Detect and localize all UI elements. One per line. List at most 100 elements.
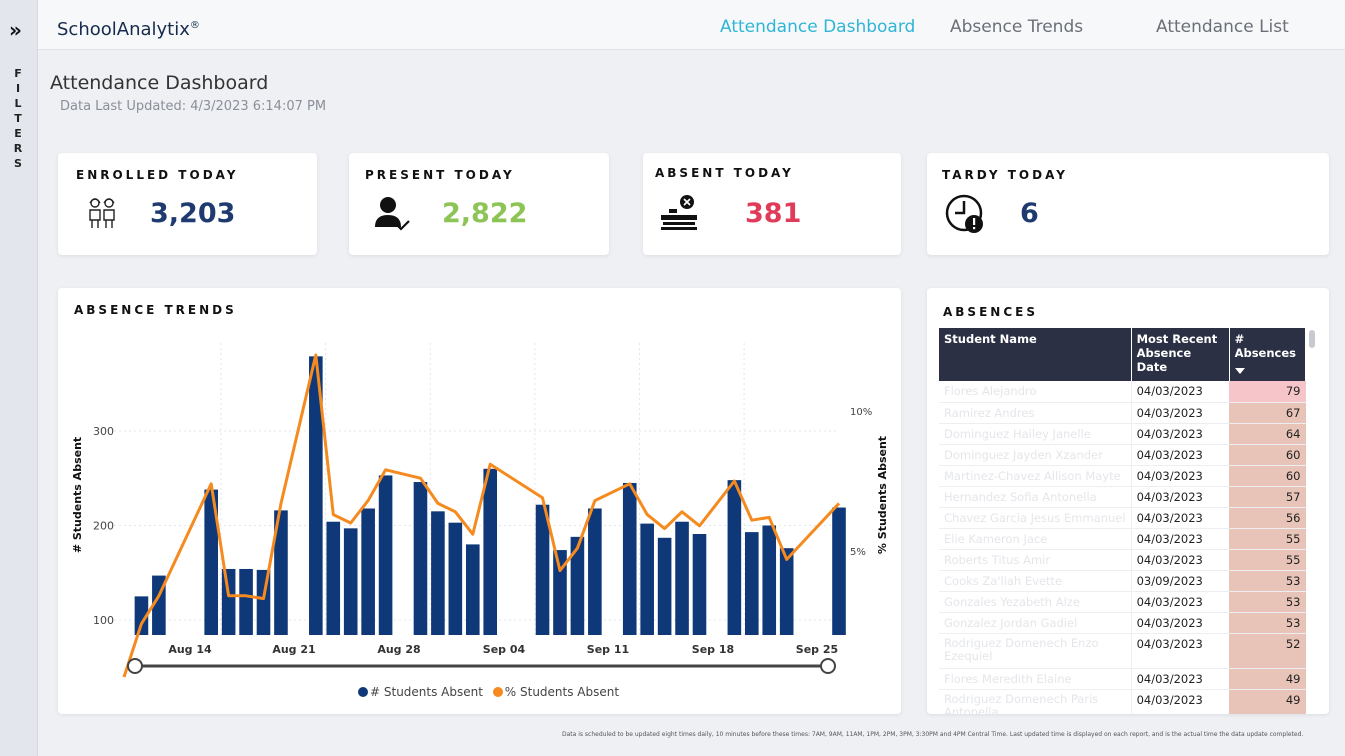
kpi-label: ENROLLED TODAY [76,168,239,182]
absence-trends-panel: ABSENCE TRENDS 100 200 300 10% 5% # Students … [58,288,901,714]
legend-item-percent[interactable]: % Students Absent [492,685,619,699]
table-row[interactable]: Gonzalez Jordan Gadiel 04/03/2023 53 [939,612,1306,634]
page-title: Attendance Dashboard [50,72,269,94]
kpi-card-enrolled: ENROLLED TODAY 3,203 [58,153,317,255]
cell-student-name: Gonzalez Jordan Gadiel [939,612,1132,634]
cell-absence-date: 04/03/2023 [1130,381,1230,403]
cell-absence-date: 04/03/2023 [1130,549,1230,571]
students-icon [89,198,115,228]
cell-absence-count: 53 [1229,591,1306,613]
cell-student-name: Ramirez Andres [939,402,1132,424]
column-header-recent-date[interactable]: Most Recent Absence Date [1131,328,1230,381]
chart-bar [378,475,393,635]
x-tick-label: Sep 04 [483,643,526,656]
table-row[interactable]: Rodriguez Domenech Enzo Ezequiel 04/03/20… [939,633,1306,669]
kpi-value-tardy: 6 [1020,198,1039,229]
chart-bar [204,489,218,635]
chart-bar [343,528,358,635]
table-scrollbar[interactable] [1309,330,1315,348]
kpi-label: PRESENT TODAY [365,168,515,182]
table-row[interactable]: Cooks Za'liah Evette 03/09/2023 53 [939,570,1306,592]
filters-label[interactable]: FILTERS [13,67,25,170]
tab-absence-trends[interactable]: Absence Trends [950,17,1084,37]
table-row[interactable]: Chavez Garcia Jesus Emmanuel 04/03/2023 56 [939,507,1306,529]
chart-bar [762,525,777,635]
percent-absent-line [122,353,841,678]
cell-absence-count: 55 [1229,549,1306,571]
filter-pane[interactable]: » FILTERS [0,0,38,756]
clock-alert-icon [945,194,983,233]
cell-absence-date: 04/03/2023 [1130,633,1230,669]
cell-absence-count: 57 [1229,486,1306,508]
chart-bar [745,532,759,635]
cell-absence-count: 60 [1229,444,1306,466]
chart-bar [570,536,585,635]
table-row[interactable]: Flores Alejandro 04/03/2023 79 [939,381,1306,403]
cell-student-name: Chavez Garcia Jesus Emmanuel [939,507,1132,529]
absences-panel: ABSENCES Student Name Most Recent Absenc… [927,288,1329,714]
kpi-value-absent: 381 [745,198,802,229]
column-header-absences[interactable]: # Absences [1229,328,1307,381]
legend-dot-count [358,687,368,697]
sort-desc-icon[interactable] [1234,368,1245,374]
table-row[interactable]: Martinez-Chavez Allison Mayte 04/03/2023 6… [939,465,1306,487]
x-tick-label: Aug 21 [272,643,315,656]
chart-bar [727,480,742,635]
kpi-value-present: 2,822 [442,198,528,229]
x-tick-label: Aug 14 [168,643,212,656]
table-row[interactable]: Hernandez Sofia Antonella 04/03/2023 57 [939,486,1306,508]
brand-logo: SchoolAnalytix® [57,19,200,40]
kpi-card-tardy: TARDY TODAY 6 [927,153,1329,255]
chart-bar [832,507,846,635]
table-row[interactable]: Roberts Titus Amir 04/03/2023 55 [939,549,1306,571]
chart-bar [134,596,149,635]
x-tick-label: Sep 25 [796,643,838,656]
kpi-card-absent: ABSENT TODAY 381 [643,153,901,255]
cell-student-name: Elie Kameron Jace [939,528,1132,550]
absence-trends-chart[interactable]: 100 200 300 10% 5% # Students Absent % Student… [58,288,901,714]
y-axis-title: # Students Absent [71,437,84,553]
table-row[interactable]: Gonzales Yezabeth Alze 04/03/2023 53 [939,591,1306,613]
column-header-student-name[interactable]: Student Name [939,328,1132,381]
top-nav-bar: SchoolAnalytix® Attendance Dashboard Abs… [38,0,1345,50]
tab-attendance-dashboard[interactable]: Attendance Dashboard [720,17,916,37]
cell-student-name: Rodriguez Domenech Paris Antonella [939,689,1132,714]
cell-absence-count: 79 [1229,381,1306,403]
slider-start-handle[interactable] [127,658,143,674]
chart-bar [413,482,428,635]
cell-absence-date: 04/03/2023 [1130,668,1230,690]
table-row[interactable]: Ramirez Andres 04/03/2023 67 [939,402,1306,424]
table-row[interactable]: Rodriguez Domenech Paris Antonella 04/03/… [939,689,1306,714]
chart-bar [326,521,341,635]
chart-bar [221,568,236,635]
cell-absence-count: 53 [1229,612,1306,634]
absences-table: Student Name Most Recent Absence Date # … [939,328,1307,714]
cell-absence-date: 04/03/2023 [1130,591,1230,613]
student-check-icon [375,197,410,231]
cell-student-name: Flores Alejandro [939,381,1132,403]
cell-student-name: Gonzales Yezabeth Alze [939,591,1132,613]
table-row[interactable]: Dominguez Jayden Xzander 04/03/2023 60 [939,444,1306,466]
expand-filters-icon[interactable]: » [9,18,22,42]
cell-student-name: Martinez-Chavez Allison Mayte [939,465,1132,487]
table-row[interactable]: Flores Meredith Elaine 04/03/2023 49 [939,668,1306,690]
absence-trends-title: ABSENCE TRENDS [74,303,237,317]
chart-bar [448,522,463,635]
cell-student-name: Roberts Titus Amir [939,549,1132,571]
table-row[interactable]: Dominguez Hailey Janelle 04/03/2023 64 [939,423,1306,445]
footnote: Data is scheduled to be updated eight ti… [562,731,1304,738]
tab-attendance-list[interactable]: Attendance List [1156,17,1289,37]
cell-absence-date: 04/03/2023 [1130,486,1230,508]
y2-axis-title: % Students Absent [876,436,889,554]
kpi-label: TARDY TODAY [942,168,1068,182]
y2-tick-label: 10% [850,407,872,418]
chart-bar [622,482,637,635]
absences-title: ABSENCES [943,305,1038,319]
chart-bar [779,548,794,635]
legend-item-count[interactable]: # Students Absent [358,685,483,699]
table-row[interactable]: Elie Kameron Jace 04/03/2023 55 [939,528,1306,550]
cell-absence-date: 04/03/2023 [1130,465,1230,487]
cell-absence-date: 04/03/2023 [1130,507,1230,529]
slider-end-handle[interactable] [820,658,836,674]
chart-bar [431,511,445,635]
